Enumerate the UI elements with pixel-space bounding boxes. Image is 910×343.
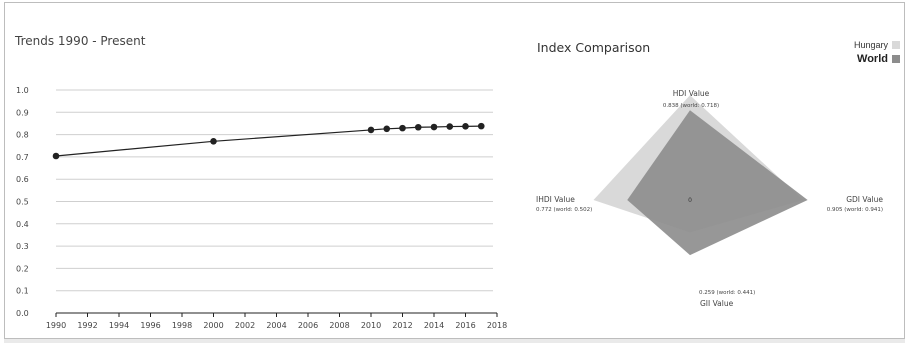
trend-data-point[interactable]	[462, 123, 469, 130]
x-tick-label: 2002	[235, 321, 255, 330]
y-tick-label: 0.3	[16, 242, 29, 251]
x-tick-label: 1998	[172, 321, 192, 330]
x-tick-label: 2018	[487, 321, 507, 330]
y-tick-label: 0.6	[16, 175, 29, 184]
bottom-strip	[4, 339, 905, 343]
x-tick-label: 2010	[361, 321, 381, 330]
y-tick-label: 0.4	[16, 220, 29, 229]
trend-data-point[interactable]	[414, 123, 422, 131]
x-tick-label: 1996	[140, 321, 160, 330]
y-tick-label: 0.0	[16, 309, 29, 318]
x-tick-label: 2000	[203, 321, 223, 330]
trend-data-point[interactable]	[367, 126, 375, 134]
y-tick-label: 0.2	[16, 264, 29, 273]
radar-chart-title: Index Comparison	[537, 40, 651, 55]
trend-data-point[interactable]	[430, 123, 438, 131]
trend-data-point[interactable]	[210, 137, 217, 145]
legend-swatch-hungary	[892, 41, 900, 49]
x-tick-label: 1994	[109, 321, 129, 330]
trend-data-point[interactable]	[477, 122, 485, 130]
y-tick-label: 0.7	[16, 153, 29, 162]
legend-item-hungary[interactable]: Hungary	[854, 38, 900, 52]
x-tick-label: 1992	[77, 321, 97, 330]
y-tick-label: 0.5	[16, 198, 29, 207]
y-tick-label: 0.9	[16, 108, 29, 117]
trend-series-line	[55, 125, 482, 157]
x-tick-label: 2016	[455, 321, 475, 330]
legend-item-world[interactable]: World	[854, 52, 900, 66]
y-tick-label: 1.0	[16, 86, 29, 95]
y-tick-label: 0.1	[16, 287, 29, 296]
legend-label-hungary: Hungary	[853, 40, 888, 50]
x-tick-label: 2014	[424, 321, 444, 330]
y-tick-label: 0.8	[16, 131, 29, 140]
x-tick-label: 1990	[46, 321, 66, 330]
trend-chart-title: Trends 1990 - Present	[15, 34, 146, 48]
trend-data-point[interactable]	[383, 125, 391, 133]
x-tick-label: 2012	[392, 321, 412, 330]
trend-data-point[interactable]	[399, 124, 406, 132]
legend-swatch-world	[892, 55, 900, 63]
trend-data-point[interactable]	[52, 152, 60, 160]
legend-label-world: World	[857, 53, 888, 65]
x-tick-label: 2008	[329, 321, 349, 330]
x-tick-label: 2006	[298, 321, 318, 330]
radar-legend: Hungary World	[854, 38, 900, 66]
trend-data-point[interactable]	[446, 123, 454, 130]
trend-line-chart: 0.0 0.1 0.2 0.3 0.4 0.5 0.6 0.7 0.8 0.9 1.0 1990 199…	[16, 86, 507, 330]
x-tick-label: 2004	[266, 321, 286, 330]
